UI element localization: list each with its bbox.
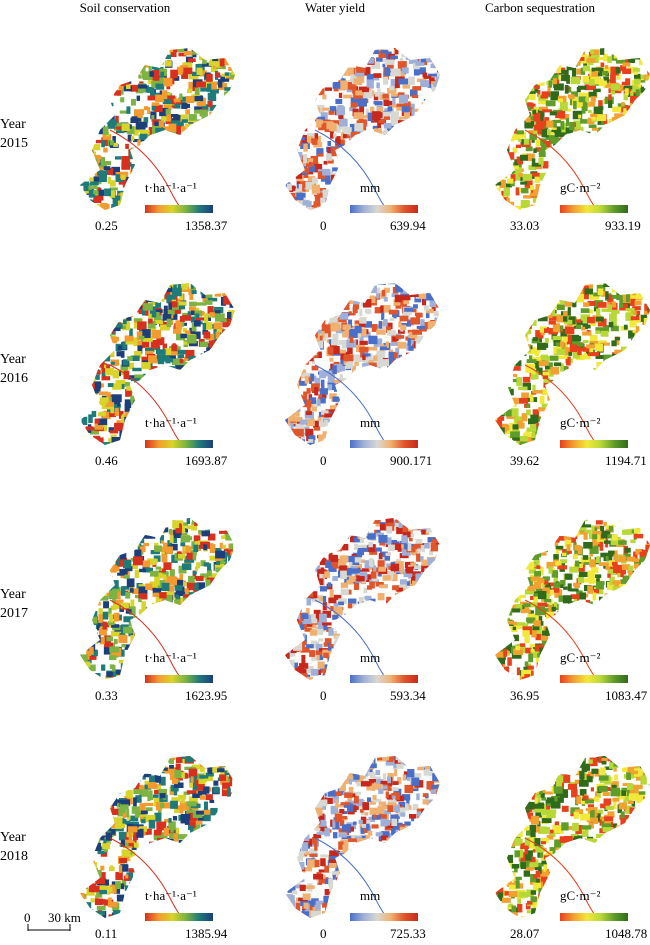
legend-unit: t·ha⁻¹·a⁻¹ (145, 180, 197, 195)
legend-unit: mm (360, 415, 381, 430)
legend-max-value: 1048.78 (605, 926, 648, 941)
legend-min-value: 28.07 (510, 926, 540, 941)
legend-min-value: 0 (320, 688, 327, 703)
legend-color-bar (350, 440, 418, 448)
legend-color-bar (350, 913, 418, 921)
legend-unit: gC·m⁻² (560, 650, 601, 665)
legend-color-bar (560, 675, 628, 683)
map-1-2016 (245, 255, 445, 462)
legend-min-value: 0.25 (95, 218, 118, 233)
legend-color-bar (560, 205, 628, 213)
map-2-2016 (455, 255, 650, 462)
legend-max-value: 725.33 (390, 926, 426, 941)
year-label-2018: Year 2018 (0, 830, 28, 864)
column-title-water-yield: Water yield (305, 0, 365, 15)
legend-color-bar (350, 205, 418, 213)
legend-unit: gC·m⁻² (560, 888, 601, 903)
legend-unit: t·ha⁻¹·a⁻¹ (145, 888, 197, 903)
legend-min-value: 0 (320, 453, 327, 468)
map-0-2016 (40, 255, 240, 462)
legend-color-bar (145, 675, 213, 683)
legend-unit: gC·m⁻² (560, 415, 601, 430)
legend-unit: mm (360, 180, 381, 195)
legend-min-value: 33.03 (510, 218, 540, 233)
column-title-soil-conservation: Soil conservation (79, 0, 171, 15)
legend-max-value: 1385.94 (185, 926, 228, 941)
legend-color-bar (145, 440, 213, 448)
legend-min-value: 0 (320, 218, 327, 233)
legend-unit: mm (360, 888, 381, 903)
legend-min-value: 36.95 (510, 688, 540, 703)
scale-bar: 0 30 km (24, 900, 156, 940)
legend-color-bar (145, 913, 213, 921)
legend-max-value: 1194.71 (605, 453, 647, 468)
legend-min-value: 0 (320, 926, 327, 941)
map-2-2018 (455, 728, 650, 935)
map-1-2015 (245, 20, 445, 227)
scale-bar-start: 0 (24, 910, 31, 925)
map-2-2017 (455, 490, 650, 697)
scale-bar-end: 30 km (48, 910, 81, 925)
legend-min-value: 0.33 (95, 688, 118, 703)
legend-color-bar (145, 205, 213, 213)
year-label-2017: Year 2017 (0, 587, 28, 621)
column-title-carbon-sequestration: Carbon sequestration (484, 0, 596, 15)
legend-min-value: 0.46 (95, 453, 118, 468)
legend-color-bar (350, 675, 418, 683)
legend-max-value: 933.19 (605, 218, 641, 233)
legend-color-bar (560, 440, 628, 448)
legend-max-value: 1083.47 (605, 688, 648, 703)
legend-max-value: 1623.95 (185, 688, 228, 703)
legend-unit: t·ha⁻¹·a⁻¹ (145, 650, 197, 665)
legend-max-value: 639.94 (390, 218, 426, 233)
map-0-2015 (40, 20, 240, 227)
legend-max-value: 593.34 (390, 688, 426, 703)
year-label-2015: Year 2015 (0, 117, 28, 151)
map-1-2017 (245, 490, 445, 697)
legend-max-value: 900.171 (390, 453, 433, 468)
legend-unit: mm (360, 650, 381, 665)
legend-unit: gC·m⁻² (560, 180, 601, 195)
map-0-2018 (40, 728, 240, 935)
map-2-2015 (455, 20, 650, 227)
year-label-2016: Year 2016 (0, 352, 28, 386)
legend-color-bar (560, 913, 628, 921)
legend-max-value: 1693.87 (185, 453, 228, 468)
scale-bar-graphic (27, 924, 71, 931)
map-1-2018 (245, 728, 445, 935)
map-0-2017 (40, 490, 240, 697)
legend-min-value: 0.11 (95, 926, 118, 941)
legend-min-value: 39.62 (510, 453, 540, 468)
legend-max-value: 1358.37 (185, 218, 228, 233)
legend-unit: t·ha⁻¹·a⁻¹ (145, 415, 197, 430)
